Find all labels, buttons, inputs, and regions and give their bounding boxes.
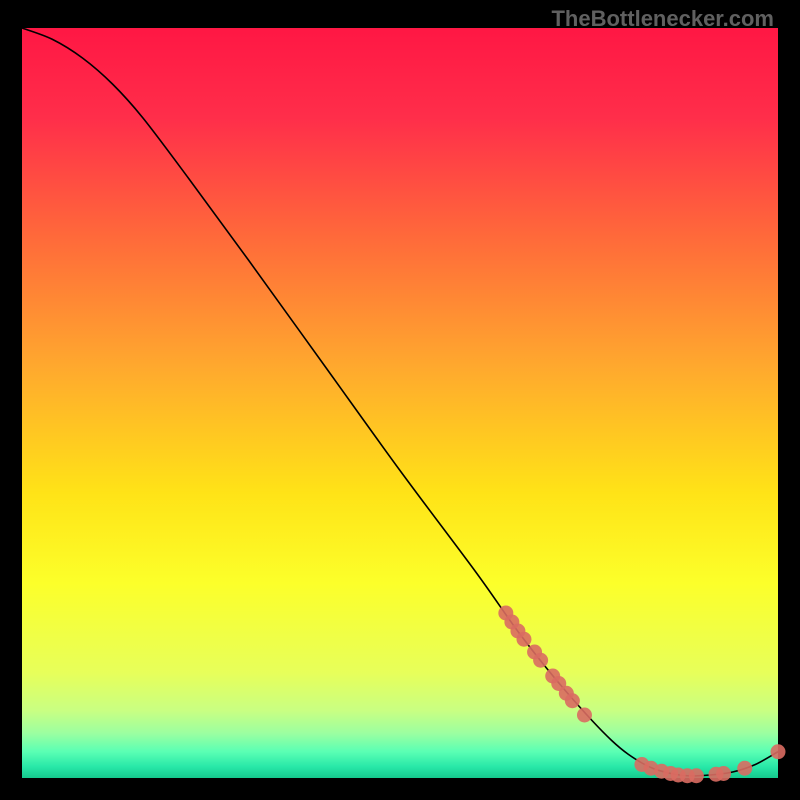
data-point (577, 708, 592, 723)
data-point (771, 744, 786, 759)
data-point (689, 768, 704, 783)
data-point (516, 632, 531, 647)
data-point (737, 761, 752, 776)
chart-background (22, 28, 778, 778)
bottleneck-chart (0, 0, 800, 800)
data-point (533, 653, 548, 668)
data-point (565, 693, 580, 708)
data-point (716, 766, 731, 781)
